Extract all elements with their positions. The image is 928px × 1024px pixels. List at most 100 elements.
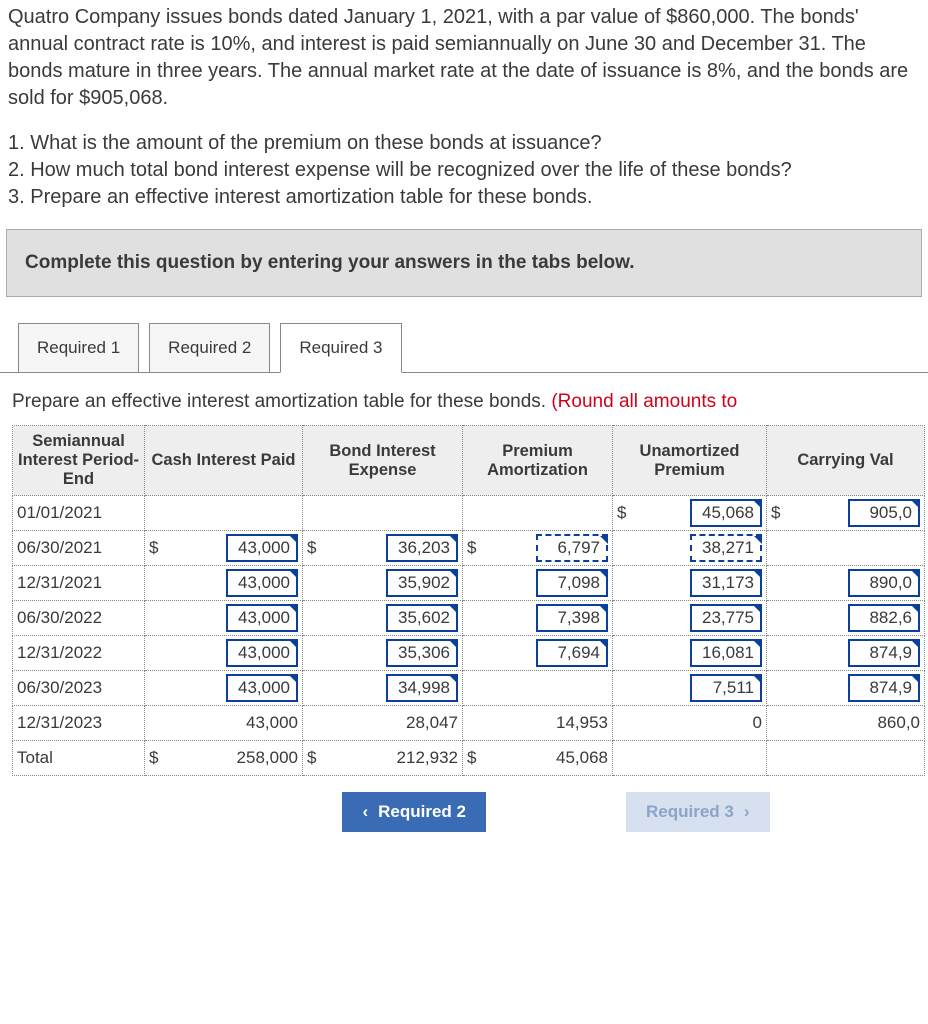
unamort-input[interactable]: 23,775 [690, 604, 762, 632]
next-label: Required 3 [646, 802, 734, 822]
expense-input[interactable]: 35,902 [386, 569, 458, 597]
currency-symbol: $ [467, 538, 483, 558]
carry-input[interactable]: 882,6 [848, 604, 920, 632]
static-value: 258,000 [237, 748, 298, 768]
tab-required-3[interactable]: Required 3 [280, 323, 401, 373]
cash-input[interactable]: 43,000 [226, 639, 298, 667]
amort-cell: 14,953 [463, 706, 613, 741]
currency-symbol: $ [771, 503, 787, 523]
cash-cell: 43,000 [145, 671, 303, 706]
unamort-cell: $45,068 [613, 496, 767, 531]
cash-input[interactable]: 43,000 [226, 674, 298, 702]
unamort-cell: 0 [613, 706, 767, 741]
task-line: Prepare an effective interest amortizati… [12, 385, 920, 425]
currency-symbol: $ [149, 748, 165, 768]
next-button[interactable]: Required 3 › [626, 792, 770, 832]
expense-input[interactable]: 35,306 [386, 639, 458, 667]
task-hint: (Round all amounts to [551, 391, 737, 412]
amort-cell: $6,797 [463, 531, 613, 566]
unamort-cell: 38,271 [613, 531, 767, 566]
expense-cell: 35,602 [303, 601, 463, 636]
currency-symbol: $ [617, 503, 633, 523]
col-carry: Carrying Val [767, 426, 925, 496]
cash-cell: 43,000 [145, 706, 303, 741]
unamort-cell: 7,511 [613, 671, 767, 706]
table-row: 01/01/2021$45,068$905,0 [13, 496, 925, 531]
expense-input[interactable]: 34,998 [386, 674, 458, 702]
unamort-input[interactable]: 16,081 [690, 639, 762, 667]
static-value: 860,0 [877, 713, 920, 733]
cash-input[interactable]: 43,000 [226, 604, 298, 632]
table-row: 06/30/2023 43,000 34,998 7,511 874,9 [13, 671, 925, 706]
problem-statement: Quatro Company issues bonds dated Januar… [0, 0, 928, 223]
expense-cell: $36,203 [303, 531, 463, 566]
carry-cell [767, 531, 925, 566]
unamort-cell: 31,173 [613, 566, 767, 601]
unamort-input[interactable]: 31,173 [690, 569, 762, 597]
total-label: Total [13, 741, 145, 776]
period-cell: 01/01/2021 [13, 496, 145, 531]
col-expense: Bond Interest Expense [303, 426, 463, 496]
amort-input[interactable]: 7,398 [536, 604, 608, 632]
amort-input[interactable]: 7,694 [536, 639, 608, 667]
carry-cell: 860,0 [767, 706, 925, 741]
carry-cell: $905,0 [767, 496, 925, 531]
period-cell: 12/31/2021 [13, 566, 145, 601]
amort-cell: 7,694 [463, 636, 613, 671]
unamort-input[interactable]: 7,511 [690, 674, 762, 702]
unamort-input[interactable]: 38,271 [690, 534, 762, 562]
cash-cell [145, 496, 303, 531]
problem-paragraph: Quatro Company issues bonds dated Januar… [8, 4, 920, 112]
total-unamort [613, 741, 767, 776]
expense-cell [303, 496, 463, 531]
cash-cell: 43,000 [145, 566, 303, 601]
unamort-input[interactable]: 45,068 [690, 499, 762, 527]
period-cell: 12/31/2022 [13, 636, 145, 671]
cash-input[interactable]: 43,000 [226, 534, 298, 562]
carry-cell: 890,0 [767, 566, 925, 601]
unamort-cell: 16,081 [613, 636, 767, 671]
amort-cell: 7,398 [463, 601, 613, 636]
currency-symbol: $ [467, 748, 483, 768]
nav-row: ‹ Required 2 Required 3 › [12, 776, 920, 848]
carry-input[interactable]: 905,0 [848, 499, 920, 527]
carry-input[interactable]: 874,9 [848, 674, 920, 702]
period-cell: 06/30/2021 [13, 531, 145, 566]
amort-input[interactable]: 6,797 [536, 534, 608, 562]
expense-cell: 35,306 [303, 636, 463, 671]
question-1: 1. What is the amount of the premium on … [8, 130, 920, 157]
amort-cell: 7,098 [463, 566, 613, 601]
table-row: 12/31/202343,00028,04714,9530860,0 [13, 706, 925, 741]
total-cash: $258,000 [145, 741, 303, 776]
col-unamort: Unamortized Premium [613, 426, 767, 496]
amort-cell [463, 496, 613, 531]
cash-cell: 43,000 [145, 601, 303, 636]
question-3: 3. Prepare an effective interest amortiz… [8, 184, 920, 211]
expense-input[interactable]: 36,203 [386, 534, 458, 562]
tab-required-1[interactable]: Required 1 [18, 323, 139, 373]
static-value: 43,000 [246, 713, 298, 733]
static-value: 212,932 [397, 748, 458, 768]
prev-button[interactable]: ‹ Required 2 [342, 792, 486, 832]
col-period: Semiannual Interest Period-End [13, 426, 145, 496]
expense-input[interactable]: 35,602 [386, 604, 458, 632]
currency-symbol: $ [307, 538, 323, 558]
table-row: 12/31/2022 43,000 35,306 7,694 16,081 874,9 [13, 636, 925, 671]
cash-input[interactable]: 43,000 [226, 569, 298, 597]
period-cell: 12/31/2023 [13, 706, 145, 741]
tab-body: Prepare an effective interest amortizati… [0, 372, 928, 848]
tab-required-2[interactable]: Required 2 [149, 323, 270, 373]
table-header-row: Semiannual Interest Period-End Cash Inte… [13, 426, 925, 496]
currency-symbol: $ [307, 748, 323, 768]
carry-input[interactable]: 874,9 [848, 639, 920, 667]
table-row: 06/30/202243,00035,6027,39823,775882,6 [13, 601, 925, 636]
chevron-right-icon: › [744, 802, 750, 822]
instruction-bar: Complete this question by entering your … [6, 229, 922, 297]
total-row: Total$258,000$212,932$45,068 [13, 741, 925, 776]
static-value: 14,953 [556, 713, 608, 733]
carry-input[interactable]: 890,0 [848, 569, 920, 597]
amort-input[interactable]: 7,098 [536, 569, 608, 597]
period-cell: 06/30/2023 [13, 671, 145, 706]
amortization-table: Semiannual Interest Period-End Cash Inte… [12, 425, 925, 776]
cash-cell: 43,000 [145, 636, 303, 671]
